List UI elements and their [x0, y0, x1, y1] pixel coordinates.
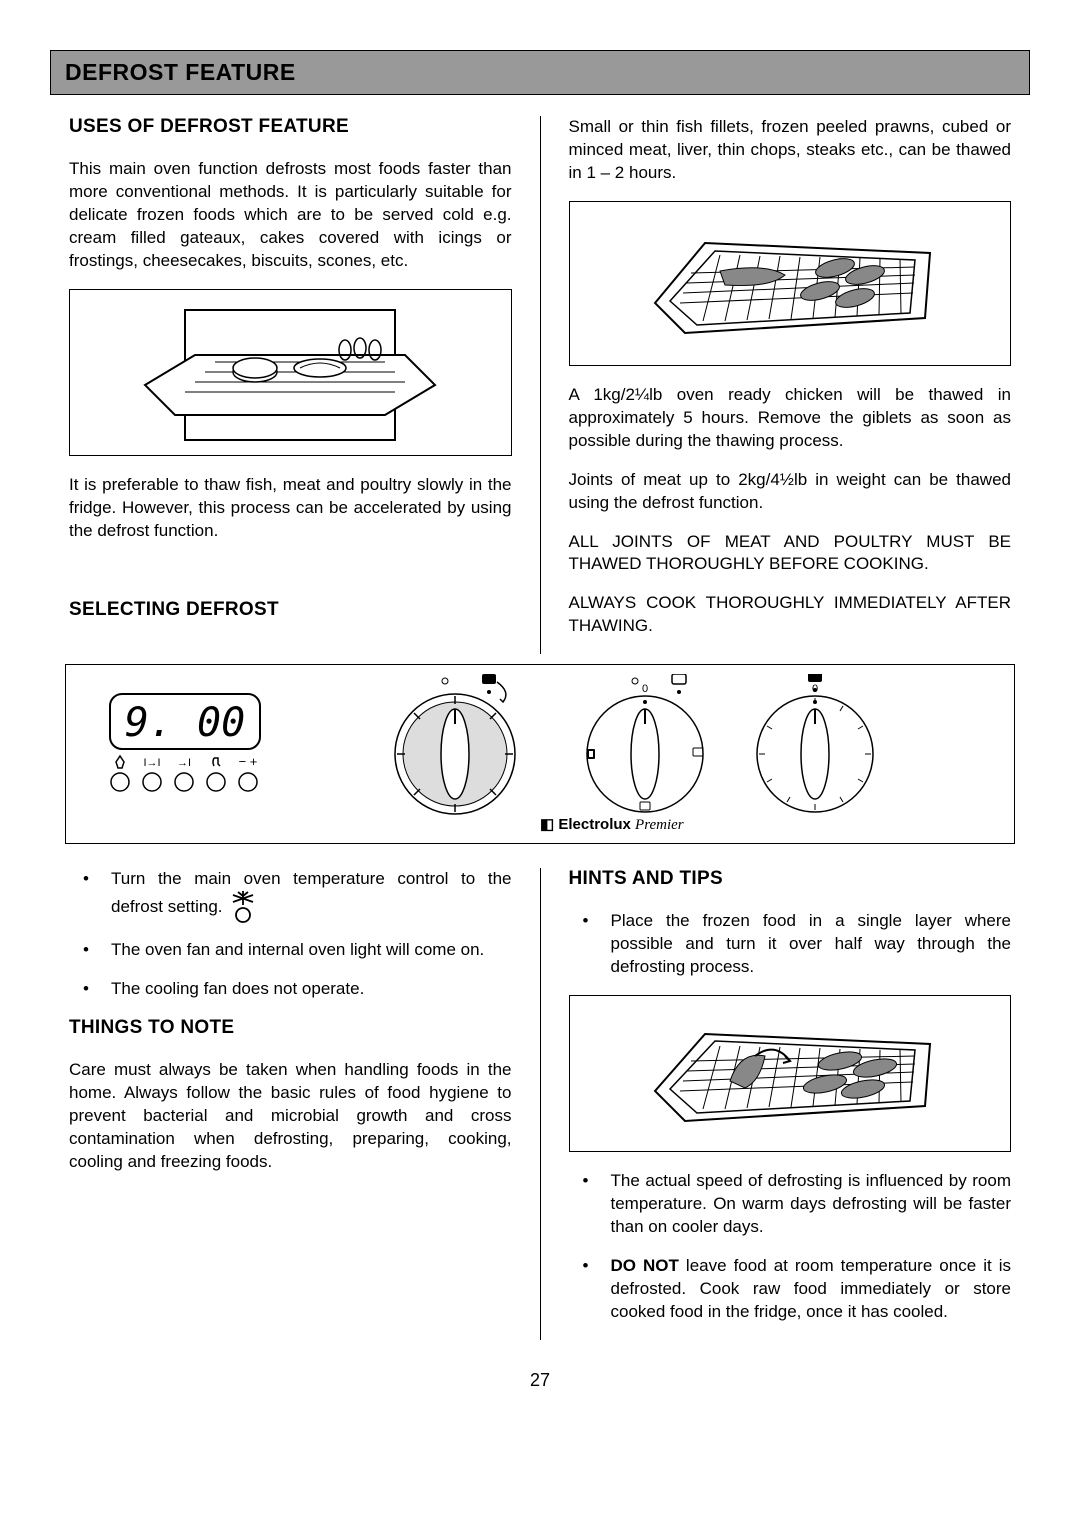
list-item: DO NOT leave food at room temperature on… — [569, 1255, 1012, 1324]
bottom-right-column: HINTS AND TIPS Place the frozen food in … — [541, 868, 1022, 1339]
do-not-bold: DO NOT — [611, 1256, 679, 1275]
top-right-column: Small or thin fish fillets, frozen peele… — [541, 116, 1022, 654]
bullet-text: Turn the main oven temperature control t… — [111, 869, 512, 915]
fish-paragraph: Small or thin fish fillets, frozen peele… — [569, 116, 1012, 185]
uses-heading: USES OF DEFROST FEATURE — [69, 116, 512, 138]
content-area: USES OF DEFROST FEATURE This main oven f… — [55, 98, 1025, 1391]
list-item: The cooling fan does not operate. — [69, 978, 512, 1001]
selecting-bullets: Turn the main oven temperature control t… — [69, 868, 512, 1001]
thaw-paragraph: It is preferable to thaw fish, meat and … — [69, 474, 512, 543]
defrost-icon — [231, 891, 255, 923]
svg-text:− +: − + — [239, 754, 258, 769]
hints-bullets: Place the frozen food in a single layer … — [569, 910, 1012, 979]
oven-figure-1 — [69, 289, 512, 456]
bottom-columns: Turn the main oven temperature control t… — [59, 868, 1021, 1339]
top-columns: USES OF DEFROST FEATURE This main oven f… — [59, 116, 1021, 654]
page-border: DEFROST FEATURE — [50, 50, 1030, 95]
brand-label: ◧ Electrolux Premier — [540, 816, 684, 833]
warning-2: ALWAYS COOK THOROUGHLY IMMEDIATELY AFTER… — [569, 592, 1012, 638]
things-to-note-heading: THINGS TO NOTE — [69, 1017, 512, 1039]
care-paragraph: Care must always be taken when handling … — [69, 1059, 512, 1174]
chicken-paragraph: A 1kg/2¼lb oven ready chicken will be th… — [569, 384, 1012, 453]
warning-1: ALL JOINTS OF MEAT AND POULTRY MUST BE T… — [569, 531, 1012, 577]
tray-figure-2 — [569, 995, 1012, 1152]
list-item: Place the frozen food in a single layer … — [569, 910, 1012, 979]
list-item: The oven fan and internal oven light wil… — [69, 939, 512, 962]
tray-turn-diagram-icon — [625, 1006, 955, 1141]
control-panel-icon: 9. 00 I→I →I − + ◧ Electrolux Premier — [86, 674, 994, 834]
svg-text:0: 0 — [642, 683, 648, 695]
top-left-column: USES OF DEFROST FEATURE This main oven f… — [59, 116, 541, 654]
clock-display: 9. 00 — [125, 700, 245, 746]
list-item: The actual speed of defrosting is influe… — [569, 1170, 1012, 1239]
hints-bullets-2: The actual speed of defrosting is influe… — [569, 1170, 1012, 1324]
hints-heading: HINTS AND TIPS — [569, 868, 1012, 890]
joints-paragraph: Joints of meat up to 2kg/4½lb in weight … — [569, 469, 1012, 515]
list-item: Turn the main oven temperature control t… — [69, 868, 512, 923]
section-header: DEFROST FEATURE — [51, 51, 1029, 94]
page-number: 27 — [59, 1370, 1021, 1391]
control-panel-figure: 9. 00 I→I →I − + ◧ Electrolux Premier — [65, 664, 1015, 844]
selecting-heading: SELECTING DEFROST — [69, 599, 512, 621]
tray-figure-1 — [569, 201, 1012, 366]
svg-text:→I: →I — [177, 757, 191, 769]
oven-diagram-icon — [125, 300, 455, 445]
uses-paragraph: This main oven function defrosts most fo… — [69, 158, 512, 273]
bottom-left-column: Turn the main oven temperature control t… — [59, 868, 541, 1339]
tray-diagram-icon — [625, 213, 955, 353]
svg-text:I→I: I→I — [143, 757, 160, 769]
